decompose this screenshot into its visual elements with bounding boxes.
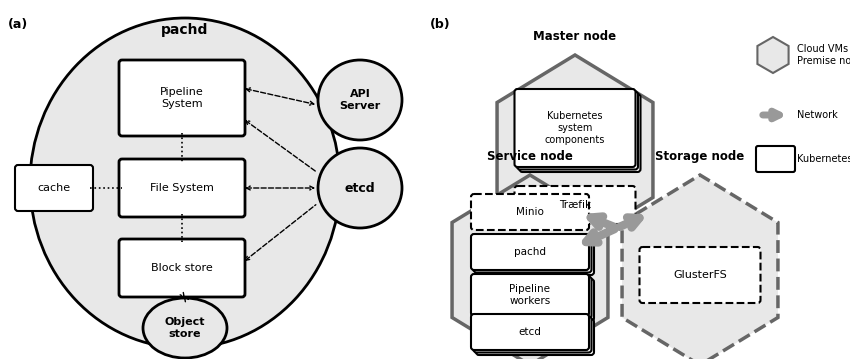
Text: Master node: Master node	[534, 30, 616, 43]
FancyBboxPatch shape	[514, 186, 636, 224]
Polygon shape	[622, 175, 778, 359]
Text: Kubernetes
system
components: Kubernetes system components	[545, 111, 605, 145]
Ellipse shape	[318, 148, 402, 228]
FancyBboxPatch shape	[476, 319, 594, 355]
Text: pachd: pachd	[162, 23, 209, 37]
Text: (a): (a)	[8, 18, 28, 31]
Text: pachd: pachd	[514, 247, 546, 257]
Text: (b): (b)	[430, 18, 451, 31]
Text: Storage node: Storage node	[655, 150, 745, 163]
FancyBboxPatch shape	[473, 317, 592, 353]
FancyBboxPatch shape	[471, 194, 589, 230]
Ellipse shape	[143, 298, 227, 358]
Text: Pipeline
workers: Pipeline workers	[509, 284, 551, 306]
FancyBboxPatch shape	[519, 94, 641, 172]
Ellipse shape	[318, 60, 402, 140]
Ellipse shape	[30, 18, 340, 348]
Text: Network: Network	[797, 110, 838, 120]
Text: Kubernetes pods: Kubernetes pods	[797, 154, 850, 164]
Text: etcd: etcd	[345, 182, 376, 195]
FancyBboxPatch shape	[15, 165, 93, 211]
Text: etcd: etcd	[518, 327, 541, 337]
Text: Service node: Service node	[487, 150, 573, 163]
FancyBboxPatch shape	[476, 239, 594, 275]
Text: File System: File System	[150, 183, 214, 193]
FancyBboxPatch shape	[756, 146, 795, 172]
FancyBboxPatch shape	[517, 92, 638, 169]
Text: Object
store: Object store	[165, 317, 205, 339]
FancyBboxPatch shape	[473, 276, 592, 318]
FancyBboxPatch shape	[514, 89, 636, 167]
Text: Block store: Block store	[151, 263, 212, 273]
Text: Træfik: Træfik	[559, 200, 591, 210]
Polygon shape	[497, 55, 653, 245]
FancyBboxPatch shape	[471, 314, 589, 350]
FancyBboxPatch shape	[471, 234, 589, 270]
Text: Pipeline
System: Pipeline System	[160, 87, 204, 109]
FancyBboxPatch shape	[639, 247, 761, 303]
Text: Cloud VMs /
Premise nodes: Cloud VMs / Premise nodes	[797, 44, 850, 66]
FancyBboxPatch shape	[471, 274, 589, 316]
FancyBboxPatch shape	[476, 279, 594, 321]
FancyBboxPatch shape	[473, 237, 592, 272]
Text: GlusterFS: GlusterFS	[673, 270, 727, 280]
Text: cache: cache	[37, 183, 71, 193]
Polygon shape	[757, 37, 789, 73]
Text: API
Server: API Server	[339, 89, 381, 111]
FancyBboxPatch shape	[119, 159, 245, 217]
FancyBboxPatch shape	[119, 60, 245, 136]
FancyBboxPatch shape	[119, 239, 245, 297]
Polygon shape	[452, 175, 608, 359]
Text: Minio: Minio	[516, 207, 544, 217]
